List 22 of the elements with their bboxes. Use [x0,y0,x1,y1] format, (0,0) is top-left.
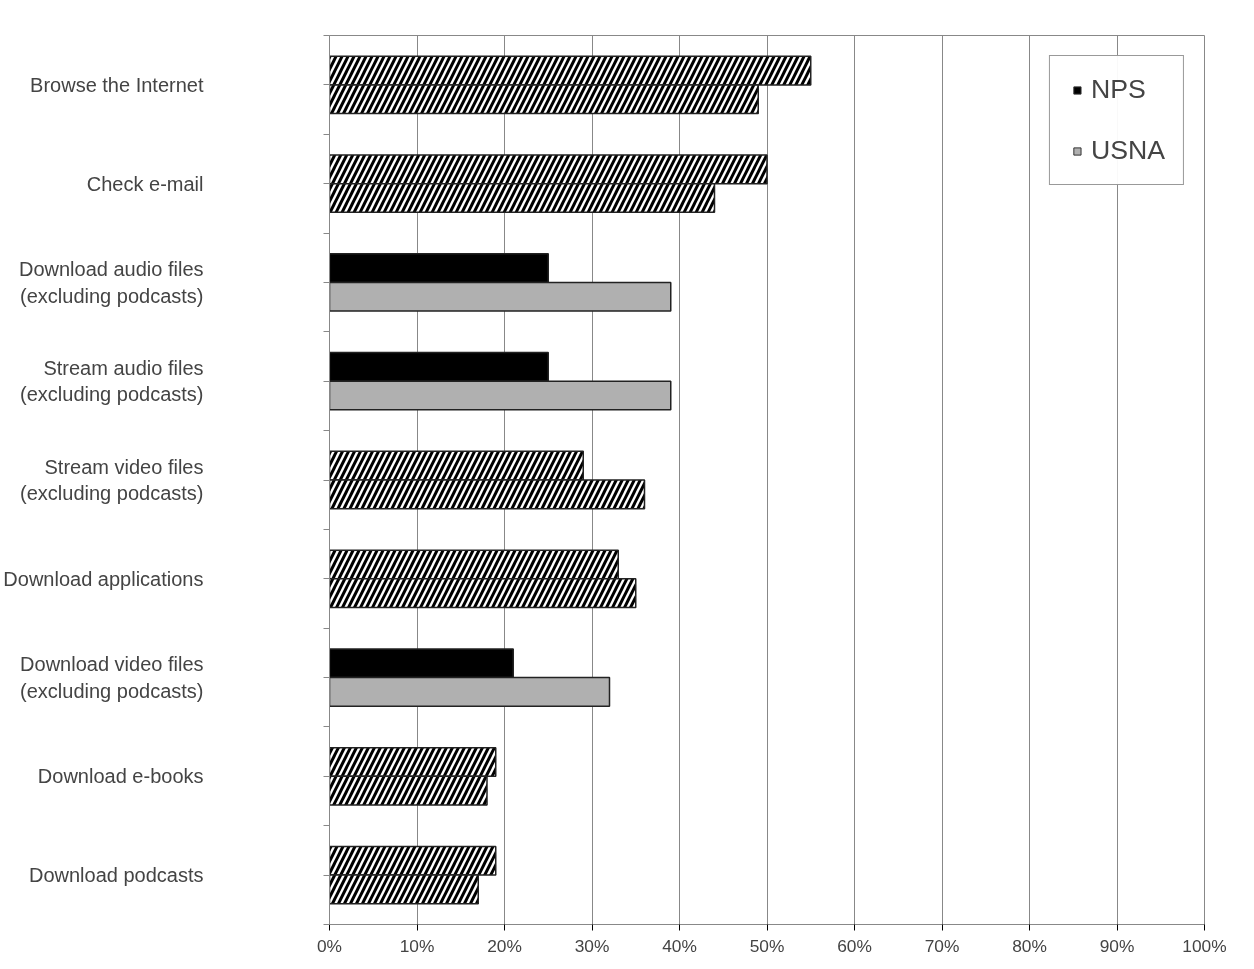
x-tick-label: 80% [1012,935,1047,956]
y-tick-label: Stream video files (excluding podcasts) [20,455,204,505]
x-tick-label: 60% [837,935,872,956]
x-tick-label: 40% [662,935,697,956]
x-tick-label: 70% [924,935,960,956]
legend-label: NPS [1090,74,1146,105]
y-tick-label: Stream audio files (excluding podcasts) [20,357,204,406]
x-tick-label: 90% [1099,935,1135,956]
y-tick-label: Download video files (excluding podcasts) [20,653,204,702]
y-tick-label: Download e-books [37,765,204,788]
y-tick-label: Download audio files (excluding podcasts) [18,258,204,307]
y-tick-label: Download podcasts [28,864,204,887]
legend-label: USNA [1090,135,1165,166]
x-tick-label: 30% [574,935,610,956]
y-tick-label: Download applications [3,567,204,590]
x-tick-label: 10% [399,935,435,956]
y-tick-label: Browse the Internet [30,73,204,96]
x-tick-label: 100% [1182,935,1227,956]
x-tick-label: 0% [316,935,343,956]
y-tick-label: Check e-mail [86,172,204,195]
x-tick-label: 20% [487,935,522,956]
x-tick-label: 50% [749,935,785,956]
